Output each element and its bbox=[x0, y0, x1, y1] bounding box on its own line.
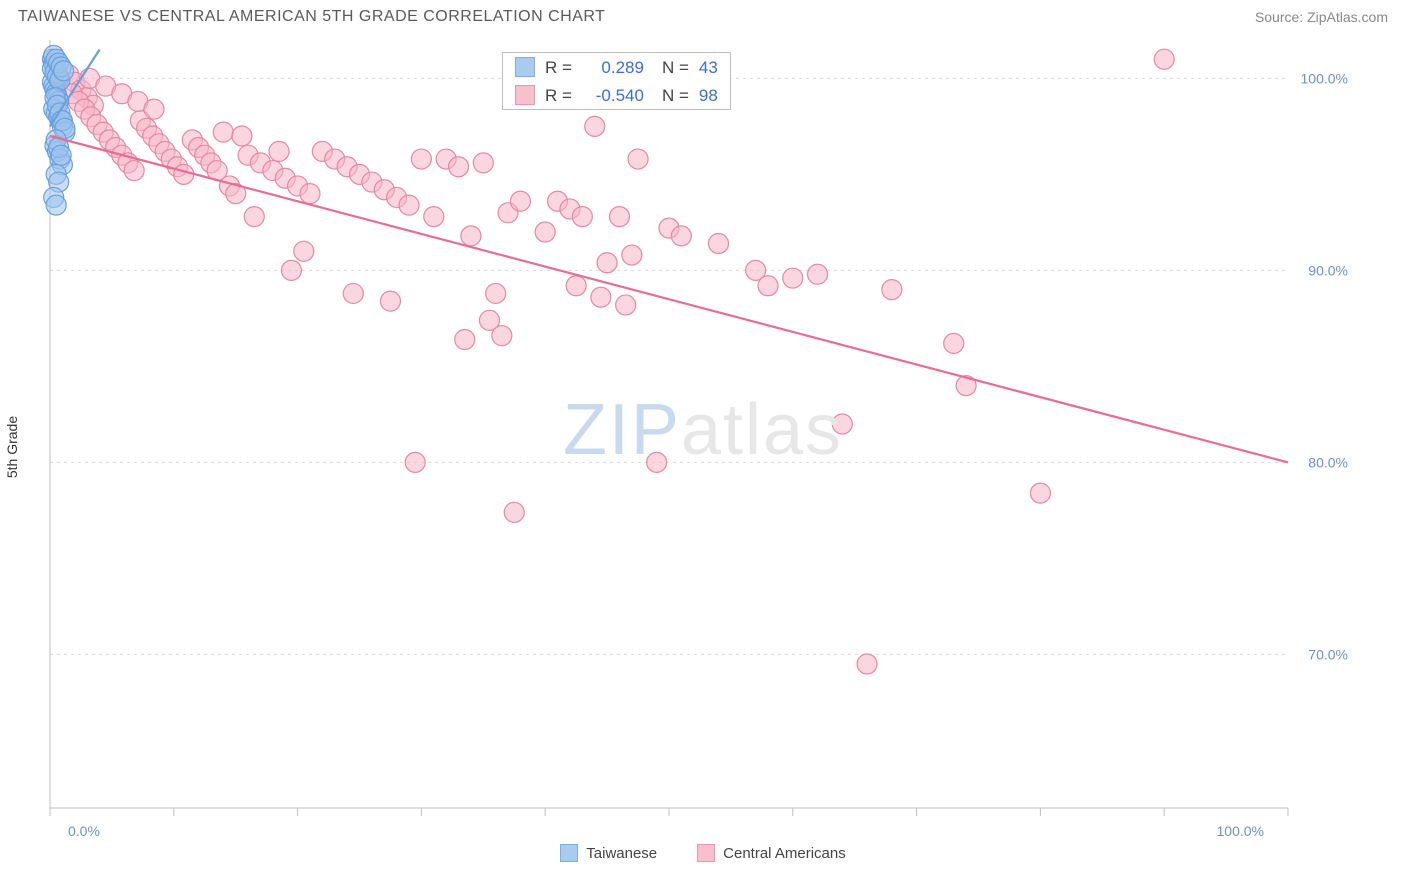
central-swatch-icon bbox=[515, 85, 535, 105]
central-point bbox=[232, 126, 252, 146]
title-bar: TAIWANESE VS CENTRAL AMERICAN 5TH GRADE … bbox=[0, 0, 1406, 32]
stats-n-label: N = bbox=[662, 87, 689, 104]
central-point bbox=[585, 116, 605, 136]
central-point bbox=[628, 149, 648, 169]
stats-n-label: N = bbox=[662, 59, 689, 76]
stats-row-taiwanese: R = 0.289 N = 43 bbox=[503, 53, 730, 81]
y-tick-label: 80.0% bbox=[1308, 454, 1348, 470]
stats-n-value: 98 bbox=[699, 87, 718, 104]
central-point bbox=[461, 226, 481, 246]
y-tick-label: 100.0% bbox=[1301, 70, 1348, 86]
central-point bbox=[213, 122, 233, 142]
central-point bbox=[709, 234, 729, 254]
stats-row-central: R = -0.540 N = 98 bbox=[503, 81, 730, 109]
legend-item-taiwanese: Taiwanese bbox=[560, 844, 657, 862]
central-point bbox=[405, 452, 425, 472]
central-point bbox=[455, 330, 475, 350]
taiwanese-point bbox=[46, 195, 66, 215]
central-point bbox=[424, 207, 444, 227]
central-point bbox=[647, 452, 667, 472]
legend-label: Central Americans bbox=[723, 845, 846, 862]
scatter-chart: 70.0% 80.0% 90.0% 100.0% 0.0% 100.0% bbox=[0, 32, 1406, 862]
y-tick-label: 90.0% bbox=[1308, 262, 1348, 278]
chart-title: TAIWANESE VS CENTRAL AMERICAN 5TH GRADE … bbox=[18, 8, 605, 26]
central-point bbox=[492, 326, 512, 346]
central-point bbox=[343, 283, 363, 303]
central-point bbox=[486, 283, 506, 303]
legend-bottom: Taiwanese Central Americans bbox=[0, 844, 1406, 862]
central-point bbox=[609, 207, 629, 227]
central-point bbox=[671, 226, 691, 246]
central-point bbox=[411, 149, 431, 169]
central-point bbox=[281, 260, 301, 280]
x-tick-label: 100.0% bbox=[1217, 823, 1264, 839]
central-point bbox=[174, 164, 194, 184]
central-point bbox=[808, 264, 828, 284]
stats-n-value: 43 bbox=[699, 59, 718, 76]
central-point bbox=[399, 195, 419, 215]
central-point bbox=[449, 157, 469, 177]
chart-area: 5th Grade ZIPatlas 70.0%80.0%90.0%100.0%… bbox=[0, 32, 1406, 862]
central-point bbox=[510, 191, 530, 211]
legend-item-central: Central Americans bbox=[697, 844, 846, 862]
central-point bbox=[591, 287, 611, 307]
central-point bbox=[882, 280, 902, 300]
y-axis-label: 5th Grade bbox=[4, 416, 20, 478]
central-point bbox=[1030, 483, 1050, 503]
central-point bbox=[504, 502, 524, 522]
central-point bbox=[1154, 49, 1174, 69]
central-point bbox=[857, 654, 877, 674]
x-tick-label: 0.0% bbox=[68, 823, 100, 839]
central-trend-line bbox=[50, 136, 1288, 462]
central-point bbox=[144, 99, 164, 119]
central-point bbox=[124, 161, 144, 181]
central-point bbox=[269, 141, 289, 161]
central-point bbox=[616, 295, 636, 315]
central-point bbox=[597, 253, 617, 273]
stats-r-label: R = bbox=[545, 59, 572, 76]
central-point bbox=[572, 207, 592, 227]
stats-r-value: 0.289 bbox=[582, 59, 644, 76]
correlation-stats-box: R = 0.289 N = 43 R = -0.540 N = 98 bbox=[502, 52, 731, 110]
central-point bbox=[244, 207, 264, 227]
taiwanese-swatch-icon bbox=[515, 57, 535, 77]
legend-label: Taiwanese bbox=[586, 845, 657, 862]
taiwanese-point bbox=[54, 61, 74, 81]
central-point bbox=[535, 222, 555, 242]
central-point bbox=[944, 333, 964, 353]
central-point bbox=[622, 245, 642, 265]
taiwanese-legend-swatch-icon bbox=[560, 844, 578, 862]
central-point bbox=[566, 276, 586, 296]
stats-r-label: R = bbox=[545, 87, 572, 104]
central-point bbox=[758, 276, 778, 296]
y-tick-label: 70.0% bbox=[1308, 646, 1348, 662]
central-point bbox=[300, 184, 320, 204]
stats-r-value: -0.540 bbox=[582, 87, 644, 104]
central-point bbox=[380, 291, 400, 311]
central-legend-swatch-icon bbox=[697, 844, 715, 862]
central-point bbox=[294, 241, 314, 261]
central-point bbox=[473, 153, 493, 173]
taiwanese-point bbox=[51, 145, 71, 165]
source-label: Source: ZipAtlas.com bbox=[1255, 9, 1388, 25]
central-point bbox=[832, 414, 852, 434]
central-point bbox=[783, 268, 803, 288]
